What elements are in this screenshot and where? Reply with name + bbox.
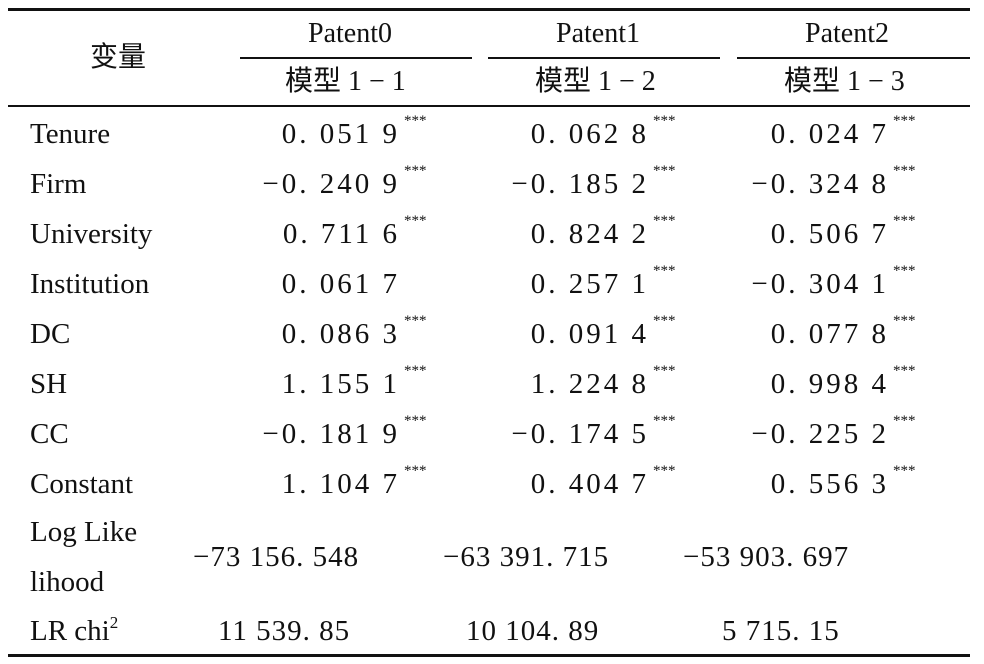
row-label-cc: CC [30, 418, 69, 450]
cell-lr-patent0: 11 539. 85 [218, 615, 351, 647]
header-patent1: Patent1 [556, 18, 640, 49]
cell-firm-patent0: −0. 240 9 *** [262, 163, 427, 200]
row-label-tenure: Tenure [30, 118, 111, 150]
group-rule-patent1 [488, 57, 720, 59]
cell-sh-patent2: 0. 998 4 *** [770, 363, 916, 400]
cell-firm-patent2: −0. 324 8 *** [751, 163, 916, 200]
cell-loglik-patent2: −53 903. 697 [683, 541, 850, 573]
header-row-label: 变量 [90, 42, 147, 73]
group-rule-patent0 [240, 57, 472, 59]
cell-cc-patent2: −0. 225 2 *** [751, 413, 916, 450]
cell-lr-patent1: 10 104. 89 [466, 615, 600, 647]
cell-tenure-patent2: 0. 024 7 *** [770, 113, 916, 150]
row-label-loglik-line2: lihood [30, 566, 105, 598]
header-model-1-3: 模型 1 − 3 [784, 66, 905, 97]
row-label-dc: DC [30, 318, 71, 350]
row-label-institution: Institution [30, 268, 150, 300]
cell-tenure-patent0: 0. 051 9 *** [281, 113, 427, 150]
cell-firm-patent1: −0. 185 2 *** [511, 163, 676, 200]
cell-institution-patent0: 0. 061 7 [281, 268, 400, 300]
cell-loglik-patent1: −63 391. 715 [443, 541, 610, 573]
row-label-firm: Firm [30, 168, 87, 200]
header-model-1-2: 模型 1 − 2 [535, 66, 656, 97]
cell-loglik-patent0: −73 156. 548 [193, 541, 360, 573]
row-label-lr-chi2: LR chi2 [30, 613, 119, 647]
cell-dc-patent0: 0. 086 3 *** [281, 313, 427, 350]
header-bottom-rule [8, 105, 970, 107]
cell-university-patent0: 0. 711 6 *** [282, 213, 427, 250]
cell-cc-patent1: −0. 174 5 *** [511, 413, 676, 450]
cell-tenure-patent1: 0. 062 8 *** [530, 113, 676, 150]
group-rule-patent2 [737, 57, 970, 59]
cell-university-patent1: 0. 824 2 *** [530, 213, 676, 250]
top-rule [8, 8, 970, 11]
header-model-1-1: 模型 1 − 1 [285, 66, 406, 97]
cell-constant-patent0: 1. 104 7 *** [281, 463, 427, 500]
cell-constant-patent2: 0. 556 3 *** [770, 463, 916, 500]
bottom-rule [8, 654, 970, 657]
cell-sh-patent0: 1. 155 1 *** [281, 363, 427, 400]
cell-dc-patent2: 0. 077 8 *** [770, 313, 916, 350]
cell-university-patent2: 0. 506 7 *** [770, 213, 916, 250]
cell-dc-patent1: 0. 091 4 *** [530, 313, 676, 350]
cell-cc-patent0: −0. 181 9 *** [262, 413, 427, 450]
cell-institution-patent1: 0. 257 1 *** [530, 263, 676, 300]
cell-institution-patent2: −0. 304 1 *** [751, 263, 916, 300]
row-label-university: University [30, 218, 153, 250]
header-patent0: Patent0 [308, 18, 392, 49]
row-label-constant: Constant [30, 468, 134, 500]
cell-constant-patent1: 0. 404 7 *** [530, 463, 676, 500]
header-patent2: Patent2 [805, 18, 889, 49]
cell-lr-patent2: 5 715. 15 [722, 615, 840, 647]
cell-sh-patent1: 1. 224 8 *** [530, 363, 676, 400]
row-label-sh: SH [30, 368, 68, 400]
row-label-loglik-line1: Log Like [30, 516, 138, 548]
